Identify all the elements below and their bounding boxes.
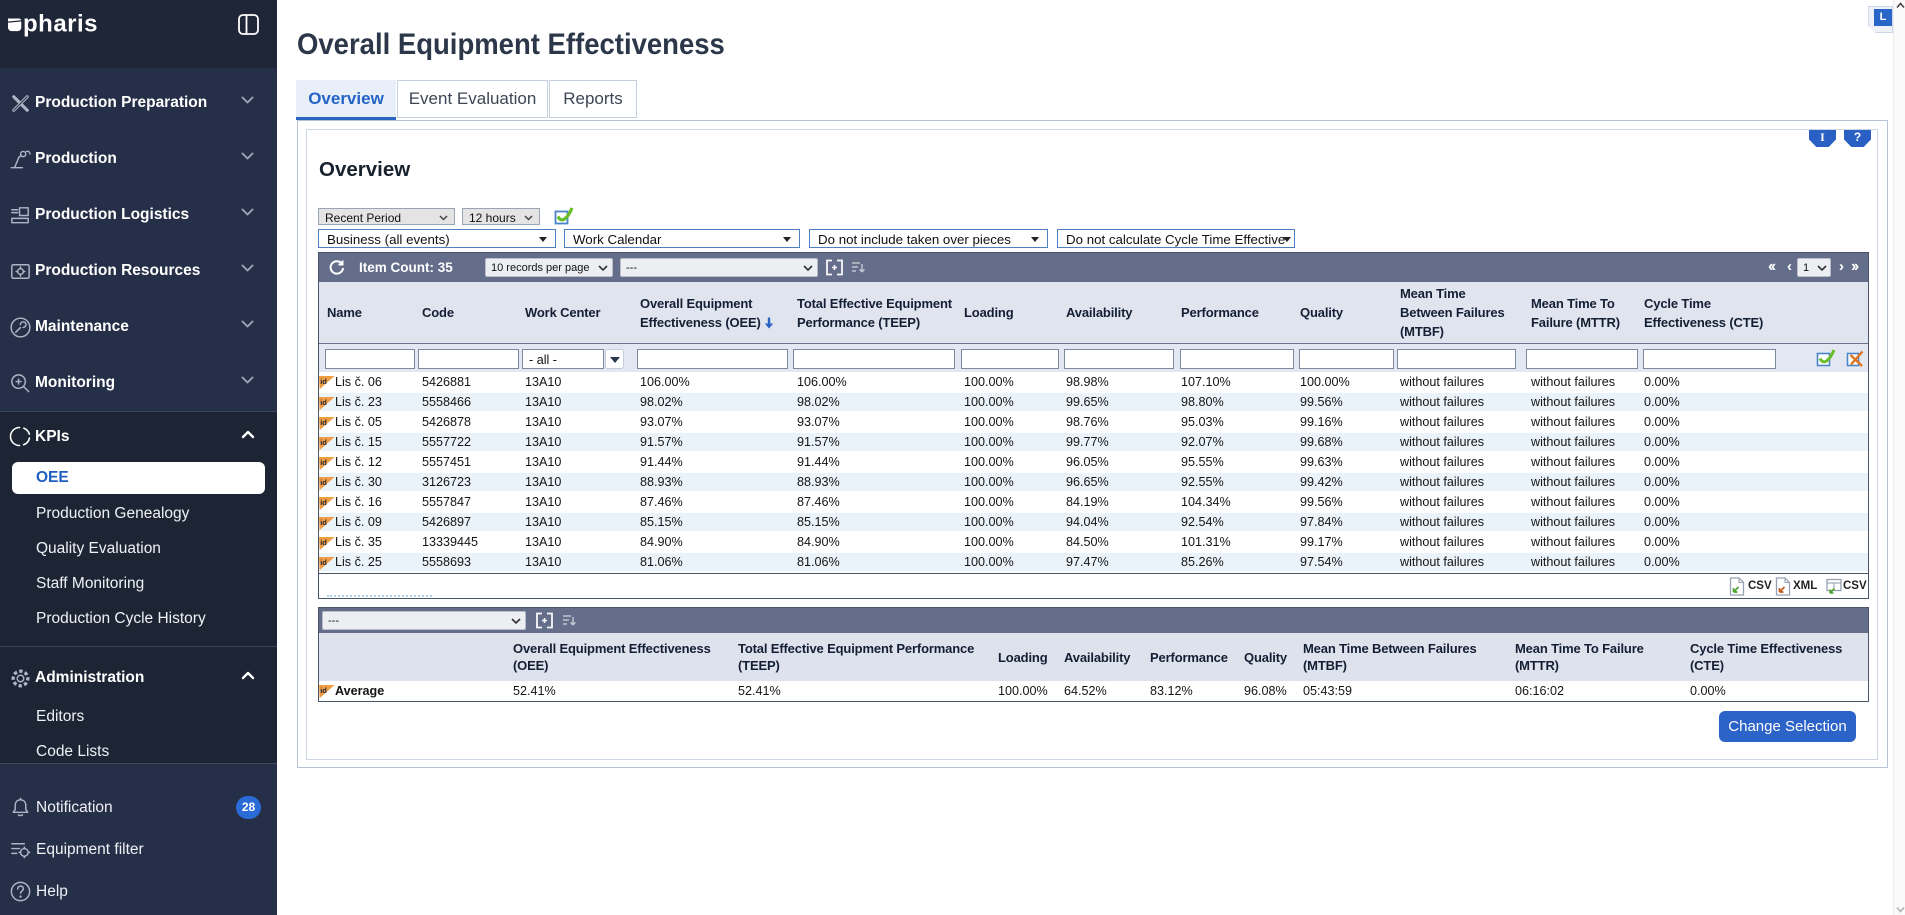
svg-text:id: id [320,418,327,427]
svg-text:id: id [320,398,327,407]
svg-text:id: id [320,478,327,487]
svg-text:id: id [320,438,327,447]
svg-text:id: id [320,498,327,507]
svg-text:id: id [320,686,327,695]
svg-text:id: id [320,558,327,567]
svg-text:id: id [320,377,327,386]
svg-text:id: id [320,518,327,527]
svg-text:id: id [320,458,327,467]
svg-text:id: id [320,538,327,547]
svg-text:pharis: pharis [23,11,98,38]
